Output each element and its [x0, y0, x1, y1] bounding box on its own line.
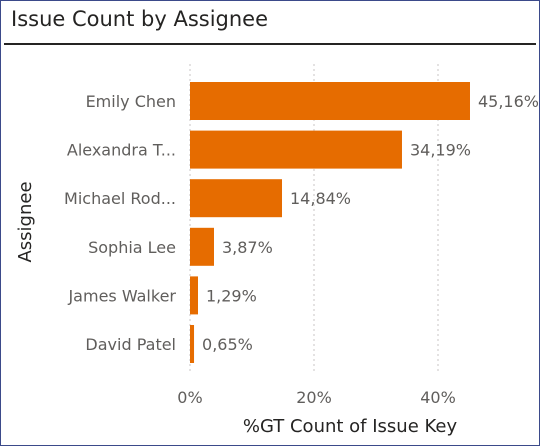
data-label: 14,84%	[290, 189, 351, 208]
y-axis-title: Assignee	[15, 181, 36, 262]
category-label: David Patel	[85, 335, 176, 354]
category-label: Alexandra T...	[67, 141, 176, 160]
category-label: James Walker	[67, 286, 176, 305]
bar[interactable]	[190, 276, 198, 315]
category-label: Sophia Lee	[88, 238, 176, 257]
x-tick-label: 20%	[296, 388, 332, 407]
category-labels: Emily Chen Alexandra T... Michael Rod... So…	[64, 92, 176, 354]
x-axis-title: %GT Count of Issue Key	[243, 416, 458, 437]
data-label: 0,65%	[202, 335, 253, 354]
bar[interactable]	[190, 325, 195, 363]
bar[interactable]	[190, 130, 402, 169]
data-label: 34,19%	[410, 141, 471, 160]
category-label: Michael Rod...	[64, 189, 176, 208]
title-divider	[4, 43, 536, 45]
x-tick-labels: 0% 20% 40%	[177, 388, 455, 407]
x-tick-label: 0%	[177, 388, 202, 407]
data-label: 3,87%	[222, 238, 273, 257]
bar[interactable]	[190, 82, 470, 120]
category-label: Emily Chen	[86, 92, 176, 111]
bar[interactable]	[190, 227, 214, 266]
data-label: 1,29%	[206, 286, 257, 305]
value-labels: 45,16% 34,19% 14,84% 3,87% 1,29% 0,65%	[202, 92, 539, 354]
x-tick-label: 40%	[420, 388, 456, 407]
chart-title: Issue Count by Assignee	[11, 7, 269, 31]
data-label: 45,16%	[478, 92, 539, 111]
bar[interactable]	[190, 179, 283, 218]
bars	[190, 82, 470, 363]
